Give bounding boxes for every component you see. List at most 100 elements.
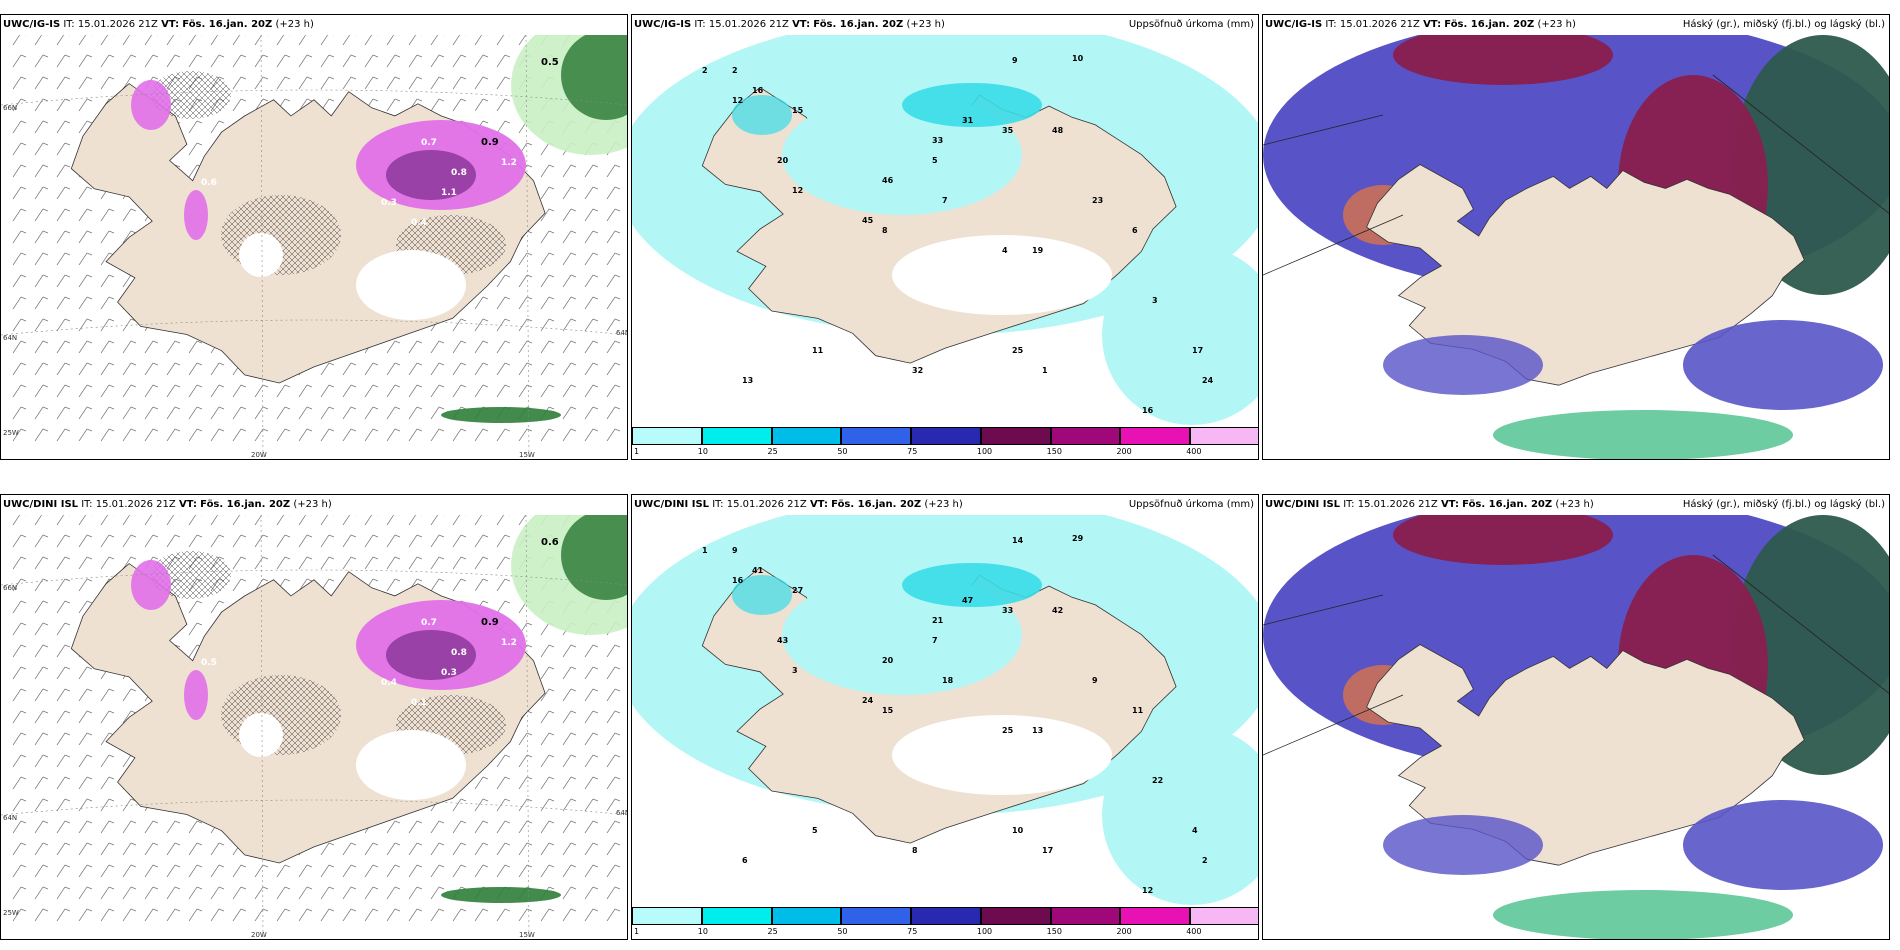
precip-amount: 48 bbox=[1052, 126, 1064, 135]
wind-barb bbox=[320, 54, 335, 68]
wind-barb bbox=[496, 842, 511, 856]
wind-barb bbox=[78, 515, 92, 526]
legend-label: 75 bbox=[907, 927, 918, 936]
wind-barb bbox=[584, 688, 599, 702]
wind-barb bbox=[12, 776, 27, 790]
wind-barb bbox=[56, 666, 71, 680]
wind-barb bbox=[100, 710, 115, 724]
wind-barb bbox=[562, 318, 577, 332]
precip-amount: 27 bbox=[792, 586, 803, 595]
wind-barb bbox=[210, 120, 225, 134]
lead-time: (+23 h) bbox=[1537, 19, 1576, 30]
wind-barb bbox=[12, 688, 27, 702]
wind-barb bbox=[584, 754, 599, 768]
wind-barb bbox=[12, 186, 27, 200]
init-time: IT: 15.01.2026 21Z bbox=[63, 19, 158, 30]
wind-barb bbox=[584, 732, 599, 746]
wind-barb bbox=[408, 534, 423, 548]
wind-barb bbox=[100, 384, 115, 398]
wind-barb bbox=[210, 428, 225, 442]
wind-barb bbox=[78, 406, 93, 420]
wind-barb bbox=[276, 76, 291, 90]
wind-barb bbox=[56, 732, 71, 746]
field-title: Uppsöfnuð úrkoma (mm) bbox=[1128, 499, 1254, 510]
wind-barb bbox=[232, 76, 247, 90]
wind-barb bbox=[100, 515, 114, 526]
wind-barb bbox=[276, 406, 291, 420]
wind-barb bbox=[56, 186, 71, 200]
wind-barb bbox=[606, 164, 621, 178]
wind-barb bbox=[320, 556, 335, 570]
legend-swatch bbox=[980, 427, 1051, 445]
legend-swatch bbox=[632, 427, 702, 445]
wind-barb bbox=[100, 208, 115, 222]
wind-barb bbox=[452, 384, 467, 398]
precip-value: 0.1 bbox=[411, 698, 427, 708]
wind-barb bbox=[496, 340, 511, 354]
legend-label: 1 bbox=[634, 447, 640, 456]
legend-label: 100 bbox=[976, 447, 993, 456]
map-canvas: 66N 64N 20W 15W 25W 64N 0.5 0.6 0.7 0.8 0.9 1.0 0.4 1… bbox=[1, 515, 627, 939]
wind-barb bbox=[122, 76, 137, 90]
wind-barb bbox=[386, 820, 401, 834]
wind-barb bbox=[320, 515, 334, 526]
wind-barb bbox=[562, 666, 577, 680]
precip-amount: 13 bbox=[742, 376, 753, 385]
wind-barb bbox=[430, 362, 445, 376]
wind-barb bbox=[562, 274, 577, 288]
wind-barb bbox=[430, 578, 445, 592]
precip-amount: 4 bbox=[1002, 246, 1008, 255]
precip-amount: 2 bbox=[1202, 856, 1208, 865]
wind-barb bbox=[320, 76, 335, 90]
boundary-line bbox=[1263, 214, 1404, 276]
wind-barb bbox=[408, 406, 423, 420]
wind-barb bbox=[34, 600, 49, 614]
wind-barb bbox=[540, 666, 555, 680]
wind-barb bbox=[56, 710, 71, 724]
map-canvas bbox=[1263, 35, 1889, 459]
precip-amount: 22 bbox=[1152, 776, 1163, 785]
wind-barb bbox=[298, 76, 313, 90]
precip-amount: 10 bbox=[1012, 826, 1024, 835]
wind-barb bbox=[12, 35, 26, 46]
wind-barb bbox=[584, 340, 599, 354]
precip-amount: 33 bbox=[932, 136, 943, 145]
wind-barb bbox=[364, 864, 379, 878]
wind-barb bbox=[562, 208, 577, 222]
lat-label: 64N bbox=[616, 329, 628, 337]
high-cloud-area bbox=[1393, 515, 1613, 565]
wind-barb bbox=[34, 798, 49, 812]
wind-barb bbox=[12, 666, 27, 680]
wind-barb bbox=[386, 908, 401, 922]
wind-barb bbox=[34, 35, 48, 46]
wind-barb bbox=[320, 842, 335, 856]
wind-barb bbox=[100, 406, 115, 420]
wind-barb bbox=[298, 864, 313, 878]
wind-barb bbox=[78, 208, 93, 222]
wind-barb bbox=[386, 35, 400, 46]
wind-barb bbox=[78, 230, 93, 244]
wind-barb bbox=[78, 556, 93, 570]
wind-barb bbox=[540, 864, 555, 878]
wind-barb bbox=[430, 76, 445, 90]
legend-label: 25 bbox=[767, 927, 778, 936]
wind-barb bbox=[342, 886, 357, 900]
legend-swatch bbox=[841, 907, 912, 925]
wind-barb bbox=[518, 776, 533, 790]
precip-amount: 23 bbox=[1092, 196, 1103, 205]
wind-barb bbox=[122, 534, 137, 548]
wind-barb bbox=[254, 428, 269, 442]
legend-swatch bbox=[980, 907, 1051, 925]
wind-barb bbox=[386, 54, 401, 68]
wind-barb bbox=[56, 384, 71, 398]
precip-value: 1.2 bbox=[501, 638, 517, 648]
wind-barb bbox=[562, 776, 577, 790]
white-area bbox=[239, 233, 283, 277]
white-area bbox=[892, 235, 1112, 315]
wind-barb bbox=[78, 98, 93, 112]
wind-barb bbox=[34, 908, 49, 922]
wind-barb bbox=[342, 842, 357, 856]
wind-barb bbox=[298, 886, 313, 900]
wind-barb bbox=[78, 754, 93, 768]
